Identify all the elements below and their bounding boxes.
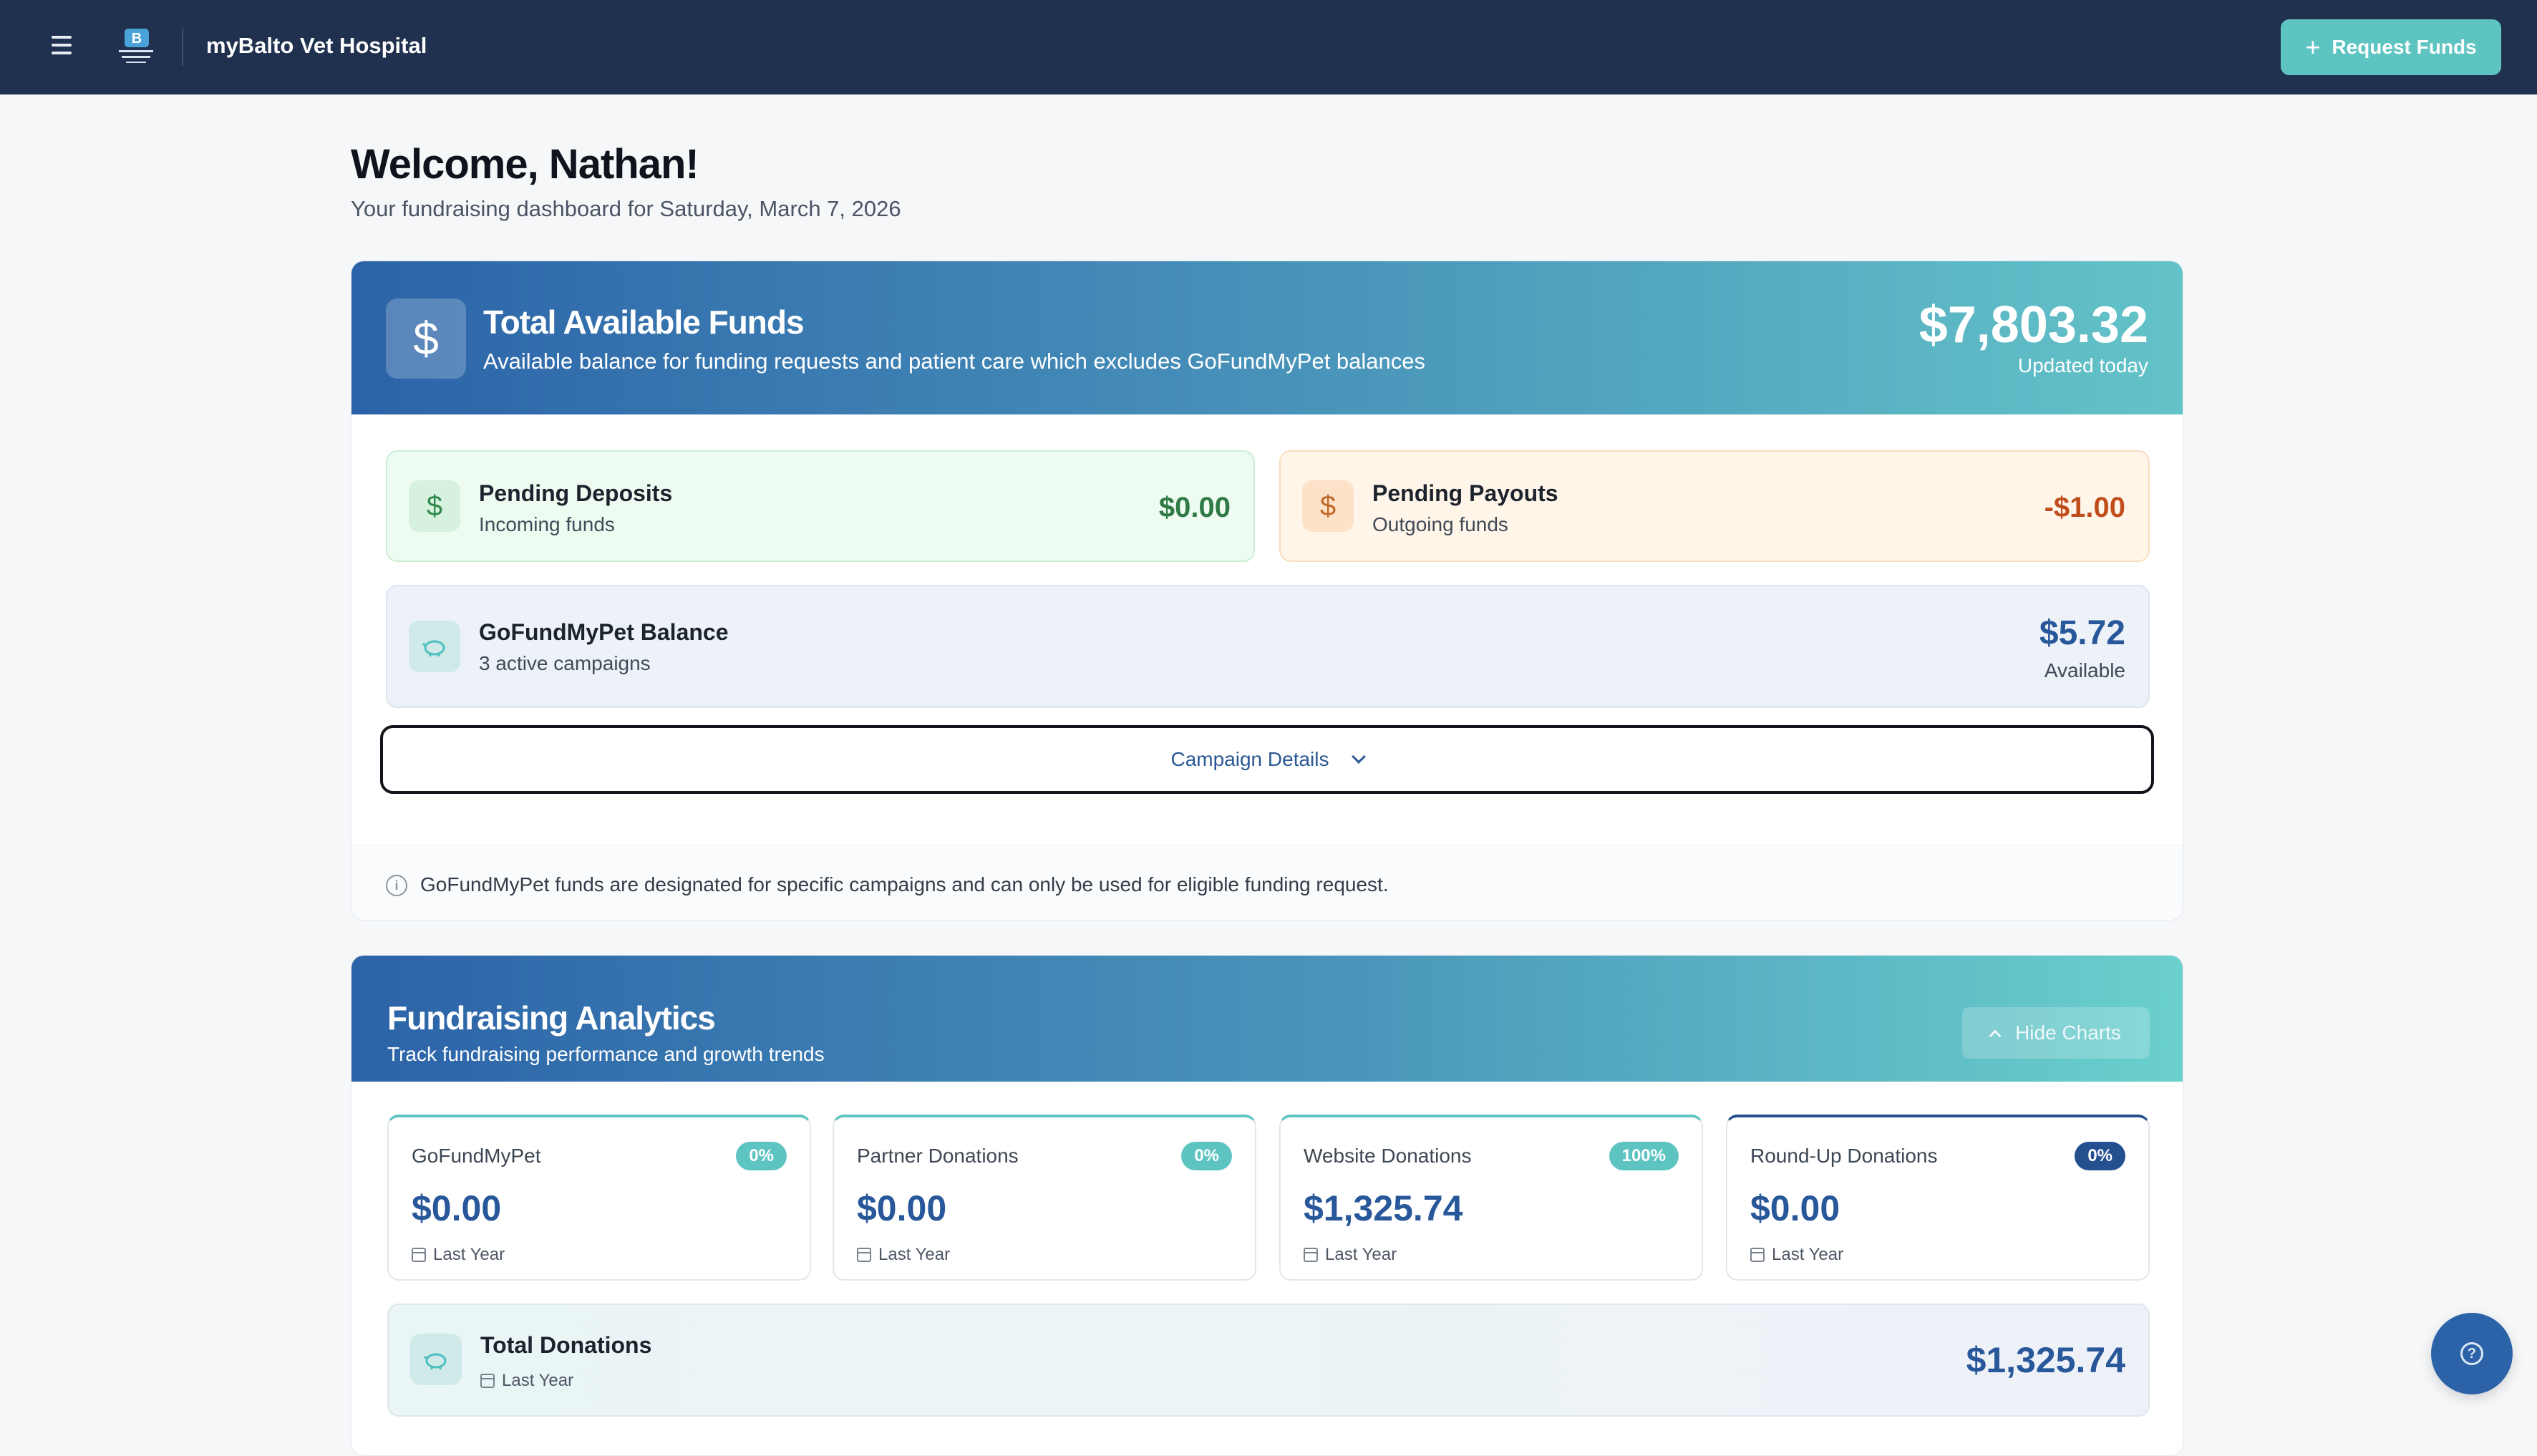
funds-description: Available balance for funding requests a… xyxy=(483,349,1426,374)
stat-period: Last Year xyxy=(1304,1245,1397,1265)
total-donations-period: Last Year xyxy=(480,1371,573,1391)
dollar-icon: $ xyxy=(1302,480,1354,532)
gofundmypet-title: GoFundMyPet Balance xyxy=(479,619,729,645)
help-button[interactable]: ? xyxy=(2431,1313,2513,1394)
stat-period-label: Last Year xyxy=(433,1245,505,1264)
stat-badge: 0% xyxy=(1181,1142,1232,1170)
dollar-icon: $ xyxy=(386,299,466,379)
stat-period-label: Last Year xyxy=(1325,1245,1397,1264)
pending-deposits-card: $ Pending Deposits Incoming funds $0.00 xyxy=(386,450,1255,562)
calendar-icon xyxy=(857,1248,871,1262)
stat-label: Website Donations xyxy=(1304,1145,1472,1167)
fundraising-analytics-card: Fundraising Analytics Track fundraising … xyxy=(351,955,2183,1456)
hamburger-menu-icon[interactable] xyxy=(52,36,72,57)
analytics-title: Fundraising Analytics xyxy=(387,999,716,1037)
gofundmypet-note: i GoFundMyPet funds are designated for s… xyxy=(351,845,2183,920)
request-funds-button[interactable]: + Request Funds xyxy=(2281,19,2501,75)
chevron-down-icon xyxy=(1351,749,1366,764)
total-donations-title: Total Donations xyxy=(480,1332,652,1358)
calendar-icon xyxy=(1304,1248,1318,1262)
plus-icon: + xyxy=(2305,32,2321,62)
stat-value: $0.00 xyxy=(412,1188,502,1228)
pending-payouts-title: Pending Payouts xyxy=(1372,480,1558,506)
total-donations-value: $1,325.74 xyxy=(1966,1340,2125,1380)
gofundmypet-subtitle: 3 active campaigns xyxy=(479,652,651,674)
analytics-header: Fundraising Analytics Track fundraising … xyxy=(351,956,2183,1082)
gofundmypet-note-text: GoFundMyPet funds are designated for spe… xyxy=(420,873,1389,896)
piggy-bank-icon xyxy=(409,621,460,672)
gofundmypet-value-note: Available xyxy=(2044,659,2125,681)
stat-value: $0.00 xyxy=(857,1188,947,1228)
stat-period-label: Last Year xyxy=(878,1245,951,1264)
pending-payouts-card: $ Pending Payouts Outgoing funds -$1.00 xyxy=(1279,450,2150,562)
pending-deposits-subtitle: Incoming funds xyxy=(479,513,615,535)
gofundmypet-balance-card: GoFundMyPet Balance 3 active campaigns $… xyxy=(386,585,2150,708)
analytics-description: Track fundraising performance and growth… xyxy=(387,1043,825,1065)
funds-title: Total Available Funds xyxy=(483,304,805,341)
pending-deposits-title: Pending Deposits xyxy=(479,480,673,506)
mybalto-logo-icon: B xyxy=(119,29,153,63)
svg-text:B: B xyxy=(132,31,142,47)
welcome-title: Welcome, Nathan! xyxy=(351,141,699,188)
stat-badge: 100% xyxy=(1609,1142,1679,1170)
stat-label: Round-Up Donations xyxy=(1750,1145,1938,1167)
app-title: myBalto Vet Hospital xyxy=(206,33,427,58)
pending-payouts-subtitle: Outgoing funds xyxy=(1372,513,1508,535)
stat-value: $0.00 xyxy=(1750,1188,1840,1228)
hide-charts-label: Hide Charts xyxy=(2015,1021,2121,1044)
stat-period: Last Year xyxy=(412,1245,505,1265)
stat-card-partner-donations: Partner Donations 0% $0.00 Last Year xyxy=(833,1115,1256,1281)
stat-period-label: Last Year xyxy=(1772,1245,1844,1264)
stat-period: Last Year xyxy=(857,1245,950,1265)
stat-card-gofundmypet: GoFundMyPet 0% $0.00 Last Year xyxy=(387,1115,811,1281)
funds-updated: Updated today xyxy=(2017,354,2148,377)
chevron-up-icon xyxy=(1989,1029,2002,1042)
stat-value: $1,325.74 xyxy=(1304,1188,1463,1228)
header-divider xyxy=(182,29,183,66)
calendar-icon xyxy=(1750,1248,1765,1262)
total-period-label: Last Year xyxy=(502,1371,574,1390)
question-icon: ? xyxy=(2460,1342,2483,1365)
welcome-subtitle: Your fundraising dashboard for Saturday,… xyxy=(351,196,901,221)
info-icon: i xyxy=(386,875,407,896)
calendar-icon xyxy=(480,1374,495,1388)
gofundmypet-value: $5.72 xyxy=(2039,614,2125,652)
stat-badge: 0% xyxy=(736,1142,787,1170)
top-navigation-bar: B myBalto Vet Hospital + Request Funds xyxy=(0,0,2537,94)
stat-card-website-donations: Website Donations 100% $1,325.74 Last Ye… xyxy=(1279,1115,1703,1281)
piggy-bank-icon xyxy=(410,1334,462,1385)
campaign-details-label: Campaign Details xyxy=(1170,748,1329,770)
total-available-funds-card: $ Total Available Funds Available balanc… xyxy=(351,261,2183,921)
stat-card-round-up-donations: Round-Up Donations 0% $0.00 Last Year xyxy=(1726,1115,2150,1281)
funds-amount: $7,803.32 xyxy=(1918,296,2148,354)
request-funds-label: Request Funds xyxy=(2332,36,2477,58)
pending-deposits-value: $0.00 xyxy=(1158,492,1231,523)
stat-badge: 0% xyxy=(2075,1142,2125,1170)
stat-period: Last Year xyxy=(1750,1245,1843,1265)
funds-header: $ Total Available Funds Available balanc… xyxy=(351,261,2183,414)
stat-label: Partner Donations xyxy=(857,1145,1019,1167)
calendar-icon xyxy=(412,1248,426,1262)
dollar-icon: $ xyxy=(409,480,460,532)
hide-charts-button[interactable]: Hide Charts xyxy=(1962,1007,2150,1059)
pending-payouts-value: -$1.00 xyxy=(2044,492,2125,523)
campaign-details-button[interactable]: Campaign Details xyxy=(380,725,2154,794)
stat-label: GoFundMyPet xyxy=(412,1145,541,1167)
total-donations-card: Total Donations Last Year $1,325.74 xyxy=(387,1304,2150,1417)
